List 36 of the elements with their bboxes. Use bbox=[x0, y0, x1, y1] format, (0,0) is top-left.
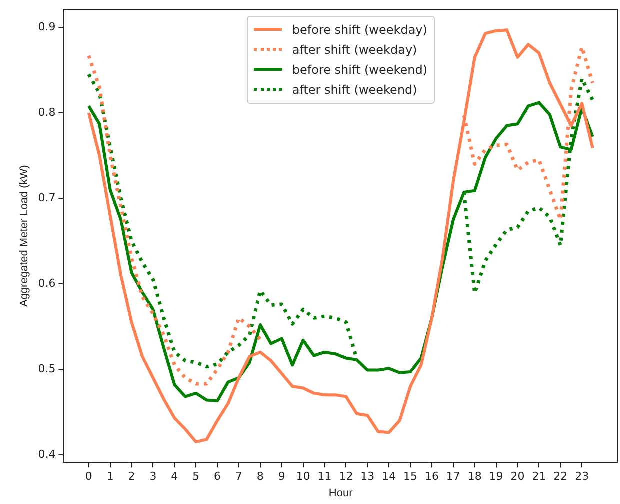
y-tick-label: 0.4 bbox=[38, 448, 56, 461]
legend-label: before shift (weekday) bbox=[292, 22, 428, 37]
x-tick-label: 19 bbox=[489, 470, 504, 484]
x-tick-label: 8 bbox=[256, 470, 264, 484]
x-tick-label: 5 bbox=[192, 470, 200, 484]
x-tick-label: 18 bbox=[468, 470, 482, 484]
x-tick-label: 20 bbox=[510, 470, 525, 484]
x-tick-label: 4 bbox=[171, 470, 178, 484]
x-tick-label: 2 bbox=[128, 470, 136, 484]
x-axis-title: Hour bbox=[328, 487, 354, 500]
legend-label: after shift (weekend) bbox=[292, 82, 418, 97]
x-tick-label: 10 bbox=[296, 470, 310, 484]
y-axis-title: Aggregated Meter Load (kW) bbox=[18, 165, 31, 308]
x-tick-label: 13 bbox=[360, 470, 375, 484]
y-tick-label: 0.5 bbox=[38, 362, 56, 376]
y-tick-label: 0.9 bbox=[38, 20, 56, 34]
x-tick-label: 16 bbox=[424, 470, 439, 484]
x-tick-label: 11 bbox=[318, 470, 332, 484]
x-tick-label: 15 bbox=[404, 470, 418, 484]
x-tick-label: 14 bbox=[382, 470, 396, 484]
legend-label: after shift (weekday) bbox=[292, 42, 418, 57]
y-tick-label: 0.6 bbox=[38, 276, 56, 290]
x-tick-label: 21 bbox=[532, 470, 546, 484]
legend-label: before shift (weekend) bbox=[292, 62, 428, 77]
y-tick-label: 0.7 bbox=[38, 191, 56, 204]
y-tick-label: 0.8 bbox=[38, 106, 56, 119]
x-tick-label: 17 bbox=[446, 470, 460, 484]
x-tick-label: 7 bbox=[235, 470, 242, 484]
x-tick-label: 1 bbox=[106, 470, 114, 484]
x-tick-label: 23 bbox=[575, 470, 590, 484]
x-tick-label: 3 bbox=[150, 470, 157, 484]
x-tick-label: 22 bbox=[554, 470, 568, 484]
x-tick-label: 9 bbox=[278, 470, 286, 484]
x-tick-label: 12 bbox=[339, 470, 354, 484]
x-tick-label: 6 bbox=[214, 470, 222, 484]
x-tick-label: 0 bbox=[85, 470, 92, 484]
